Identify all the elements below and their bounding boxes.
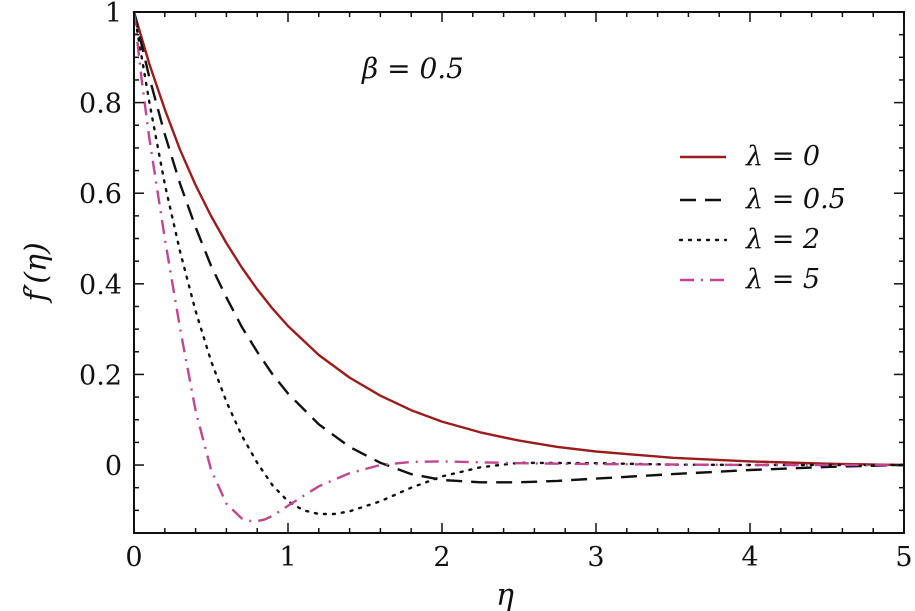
y-axis-label: f′(η)	[19, 242, 54, 303]
x-tick-label: 1	[279, 542, 296, 573]
plot-series-group	[132, 10, 906, 523]
series-line-0	[132, 11, 905, 467]
x-tick-label: 5	[895, 542, 912, 573]
y-tick-label: 0.2	[79, 360, 122, 391]
x-tick-label: 4	[741, 542, 758, 573]
x-tick-label: 3	[587, 542, 604, 573]
x-tick-label: 2	[433, 542, 450, 573]
series-line-2	[132, 10, 906, 516]
series-line-1	[132, 11, 905, 484]
y-tick-label: 0.6	[79, 179, 122, 210]
legend-item: λ = 0.5	[680, 184, 846, 215]
beta-annotation: β = 0.5	[361, 52, 464, 85]
plot-frame	[133, 11, 905, 534]
legend-item: λ = 5	[680, 264, 820, 295]
y-tick-label: 1	[105, 0, 122, 29]
y-tick-label: 0.8	[79, 89, 122, 120]
legend-label: λ = 5	[745, 264, 820, 295]
y-tick-label: 0	[105, 451, 122, 482]
legend-item: λ = 0	[680, 141, 820, 172]
axes: 0 1 2 3 4 5 0 0.2 0.4 0.6 0.8 1	[79, 0, 913, 573]
legend-label: λ = 2	[745, 224, 820, 255]
legend-item: λ = 2	[678, 224, 820, 255]
x-tick-label: 0	[125, 542, 142, 573]
legend: λ = 0 λ = 0.5 λ = 2 λ = 5	[678, 141, 846, 295]
x-axis-label: η	[496, 578, 514, 611]
legend-label: λ = 0.5	[745, 184, 846, 215]
y-tick-label: 0.4	[79, 270, 122, 301]
legend-label: λ = 0	[745, 141, 820, 172]
